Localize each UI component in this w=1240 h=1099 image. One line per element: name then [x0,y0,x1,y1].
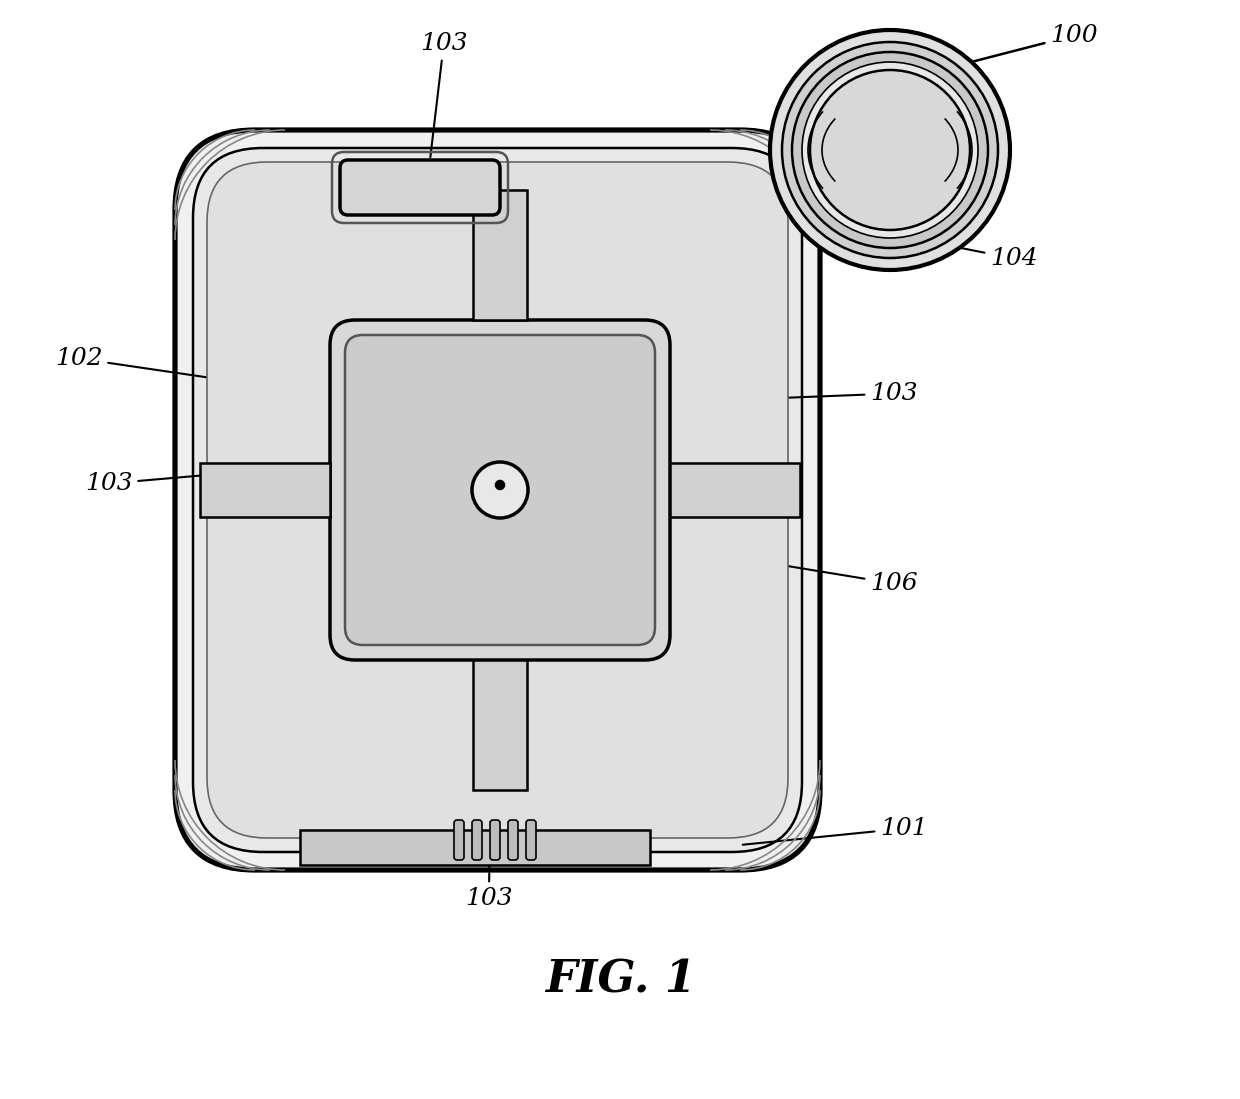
FancyBboxPatch shape [490,820,500,861]
FancyBboxPatch shape [508,820,518,861]
Text: 101: 101 [743,817,928,845]
Polygon shape [670,463,800,517]
Text: 103: 103 [86,470,262,495]
Text: 106: 106 [693,551,918,595]
Text: 102: 102 [55,347,222,379]
FancyBboxPatch shape [345,335,655,645]
FancyBboxPatch shape [472,820,482,861]
Text: FIG. 1: FIG. 1 [544,958,696,1001]
Text: 104: 104 [822,221,1038,270]
Text: 103: 103 [733,382,918,406]
FancyBboxPatch shape [175,130,820,870]
Circle shape [496,481,503,489]
Polygon shape [472,190,527,320]
FancyBboxPatch shape [193,148,802,852]
Circle shape [792,52,988,248]
FancyBboxPatch shape [340,160,500,215]
Circle shape [782,42,998,258]
Circle shape [802,62,978,238]
Circle shape [472,462,528,518]
FancyBboxPatch shape [330,320,670,660]
Polygon shape [200,463,330,517]
FancyBboxPatch shape [207,162,787,839]
Circle shape [810,70,970,230]
Text: 103: 103 [465,837,512,910]
FancyBboxPatch shape [454,820,464,861]
Polygon shape [472,660,527,790]
Circle shape [770,30,1011,270]
Text: 103: 103 [420,32,467,157]
Bar [300,830,650,865]
Text: 100: 100 [861,24,1097,93]
FancyBboxPatch shape [526,820,536,861]
